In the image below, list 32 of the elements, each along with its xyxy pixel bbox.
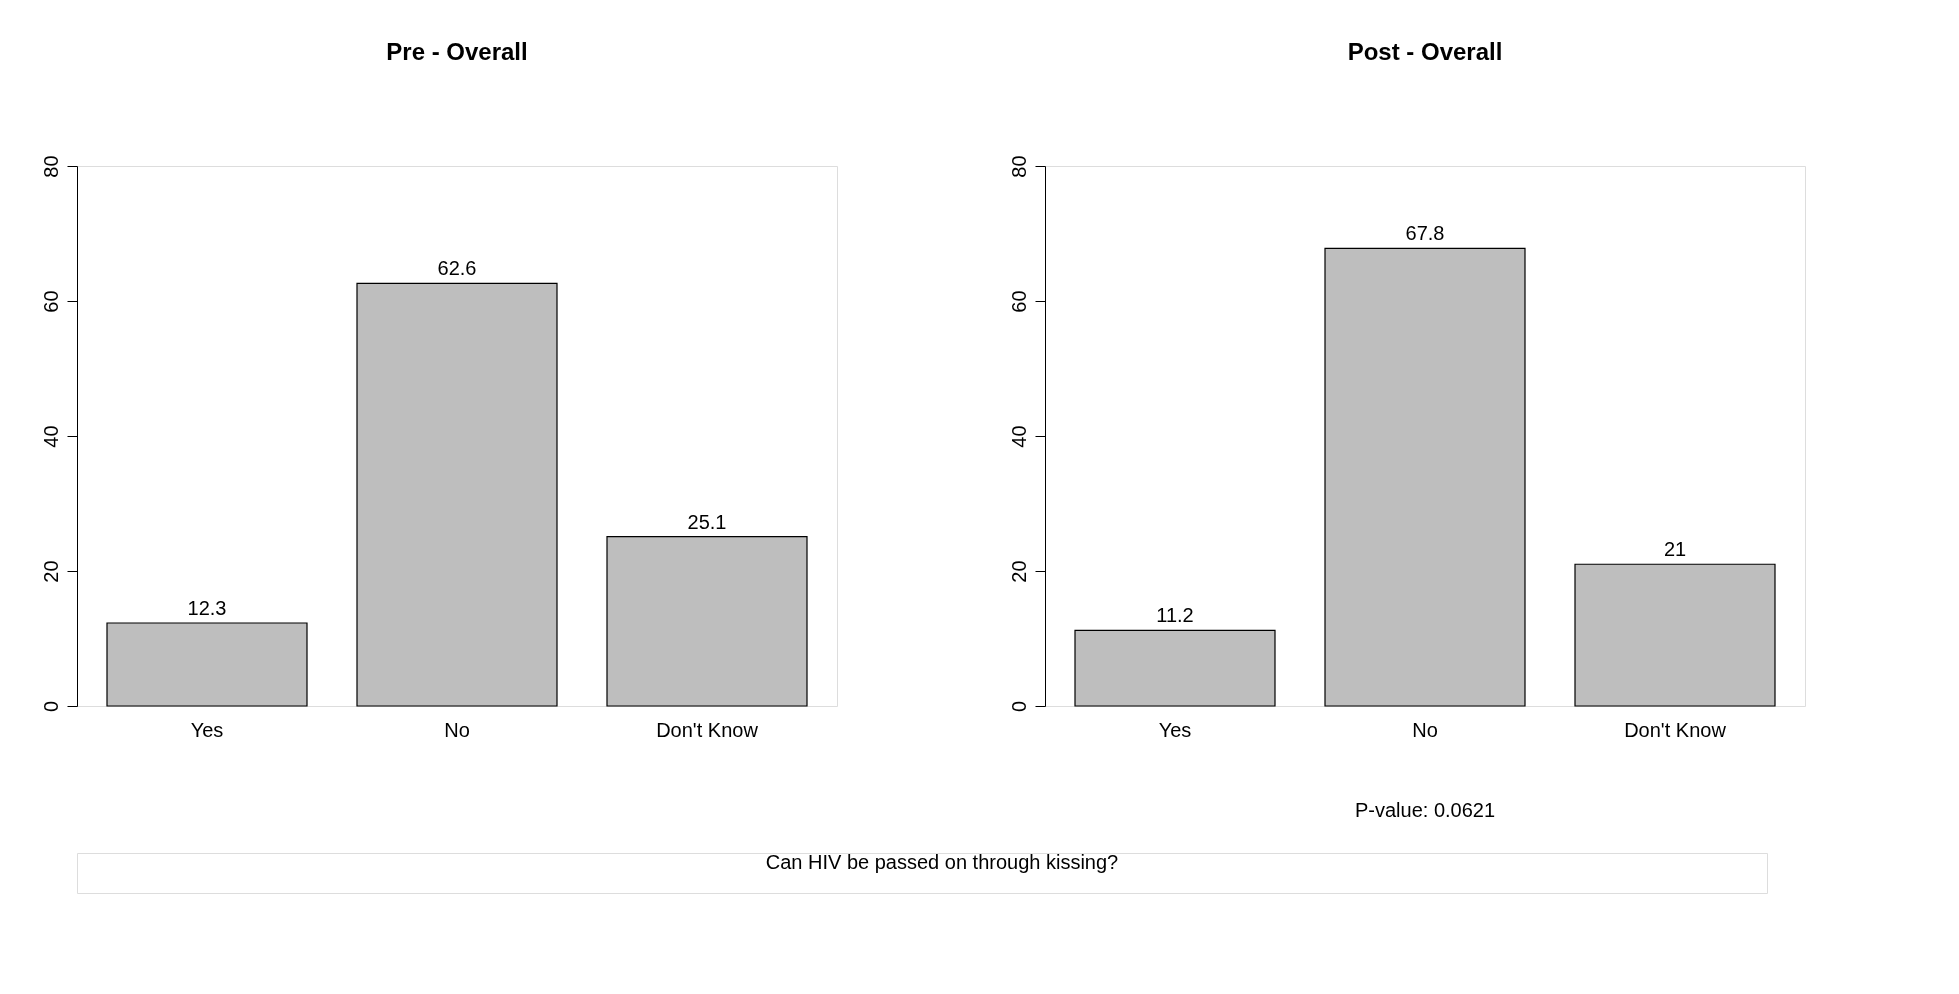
x-tick-label: Yes (1158, 718, 1192, 741)
x-tick-label: No (1412, 718, 1438, 741)
chart-title: Pre - Overall (386, 37, 528, 65)
x-tick-label: Don't Know (1624, 718, 1727, 741)
bar (356, 282, 558, 707)
y-tick-label: 40 (1007, 425, 1030, 448)
y-tick-label: 60 (39, 290, 62, 313)
bar (1574, 563, 1776, 707)
y-tick-label: 0 (39, 700, 62, 713)
x-tick-label: No (444, 718, 470, 741)
y-tick-label: 40 (39, 425, 62, 448)
text: P-value: 0.0621 (1354, 799, 1496, 821)
bar (106, 622, 308, 707)
x-tick-label: Yes (190, 718, 224, 741)
data-label: 62.6 (437, 257, 477, 280)
y-tick-label: 0 (1007, 700, 1030, 713)
y-tick-label: 20 (1007, 560, 1030, 583)
bar (606, 535, 808, 707)
y-tick-label: 80 (39, 155, 62, 178)
data-label: 12.3 (187, 596, 227, 619)
data-label: 67.8 (1405, 222, 1445, 245)
chart-title: Post - Overall (1347, 37, 1503, 65)
data-label: 25.1 (687, 510, 727, 533)
y-tick-label: 20 (39, 560, 62, 583)
bar (1074, 629, 1276, 707)
data-label: 21 (1663, 538, 1687, 561)
y-tick-label: 80 (1007, 155, 1030, 178)
bar (1324, 247, 1526, 707)
y-tick-label: 60 (1007, 290, 1030, 313)
text: Can HIV be passed on through kissing? (765, 851, 1119, 873)
x-tick-label: Don't Know (656, 718, 759, 741)
data-label: 11.2 (1156, 604, 1194, 627)
